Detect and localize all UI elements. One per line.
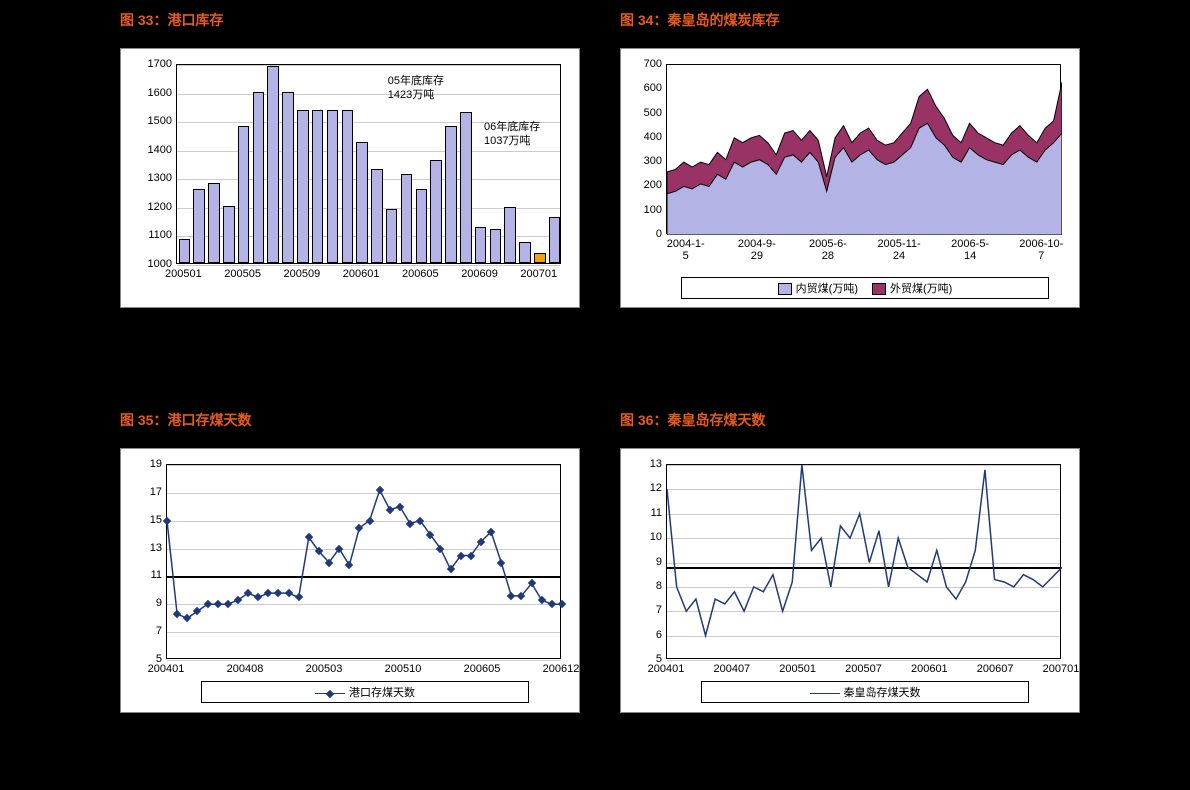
chart-grid: 图 33：港口库存 100011001200130014001500160017… xyxy=(120,10,1090,740)
fig33-bar xyxy=(297,110,309,263)
fig33-bar xyxy=(208,183,220,263)
fig33-bar xyxy=(342,110,354,263)
fig35-chart: 5791113151719200401200408200503200510200… xyxy=(120,448,580,713)
box36-plot-area xyxy=(666,464,1061,659)
fig33-bar xyxy=(179,239,191,263)
fig33-bar xyxy=(356,142,368,263)
fig34-title: 图 34：秦皇岛的煤炭库存 xyxy=(620,10,1090,30)
fig35-title: 图 35：港口存煤天数 xyxy=(120,410,590,430)
fig34-legend: 内贸煤(万吨)外贸煤(万吨) xyxy=(681,277,1049,299)
fig33-annotation: 06年底库存1037万吨 xyxy=(484,120,540,149)
fig33-bar xyxy=(490,229,502,263)
fig33-bar xyxy=(193,189,205,263)
fig33-bar xyxy=(267,66,279,263)
fig33-bar xyxy=(253,92,265,263)
fig33-bar xyxy=(312,110,324,263)
fig33-bar xyxy=(504,207,516,263)
fig33-bar xyxy=(327,110,339,263)
box35-legend: 港口存煤天数 xyxy=(201,681,529,703)
fig33-bar xyxy=(534,253,546,263)
fig36-title: 图 36：秦皇岛存煤天数 xyxy=(620,410,1090,430)
fig33-bar xyxy=(475,227,487,263)
fig33-bar xyxy=(430,160,442,263)
fig34-cell: 图 34：秦皇岛的煤炭库存 01002003004005006007002004… xyxy=(620,10,1090,340)
fig36-chart: 5678910111213200401200407200501200507200… xyxy=(620,448,1080,713)
fig36-cell: 图 36：秦皇岛存煤天数 567891011121320040120040720… xyxy=(620,410,1090,740)
fig33-bar xyxy=(386,209,398,263)
fig35-cell: 图 35：港口存煤天数 5791113151719200401200408200… xyxy=(120,410,590,740)
fig34-plot-area xyxy=(666,64,1061,234)
fig33-cell: 图 33：港口库存 100011001200130014001500160017… xyxy=(120,10,590,340)
fig33-bar xyxy=(445,126,457,263)
fig33-title: 图 33：港口库存 xyxy=(120,10,590,30)
fig33-bar xyxy=(282,92,294,263)
fig34-chart: 01002003004005006007002004-1-52004-9-292… xyxy=(620,48,1080,308)
fig33-bar xyxy=(460,112,472,263)
fig33-bar xyxy=(549,217,561,263)
box35-plot-area xyxy=(166,464,561,659)
fig33-bar xyxy=(519,242,531,263)
fig33-bar xyxy=(401,174,413,263)
fig33-plot-area xyxy=(176,64,561,264)
fig33-chart: 1000110012001300140015001600170020050120… xyxy=(120,48,580,308)
box36-legend: 秦皇岛存煤天数 xyxy=(701,681,1029,703)
fig33-bar xyxy=(238,126,250,263)
fig33-bar xyxy=(416,189,428,263)
fig33-bar xyxy=(371,169,383,263)
fig33-bar xyxy=(223,206,235,263)
fig33-annotation: 05年底库存1423万吨 xyxy=(388,74,444,103)
